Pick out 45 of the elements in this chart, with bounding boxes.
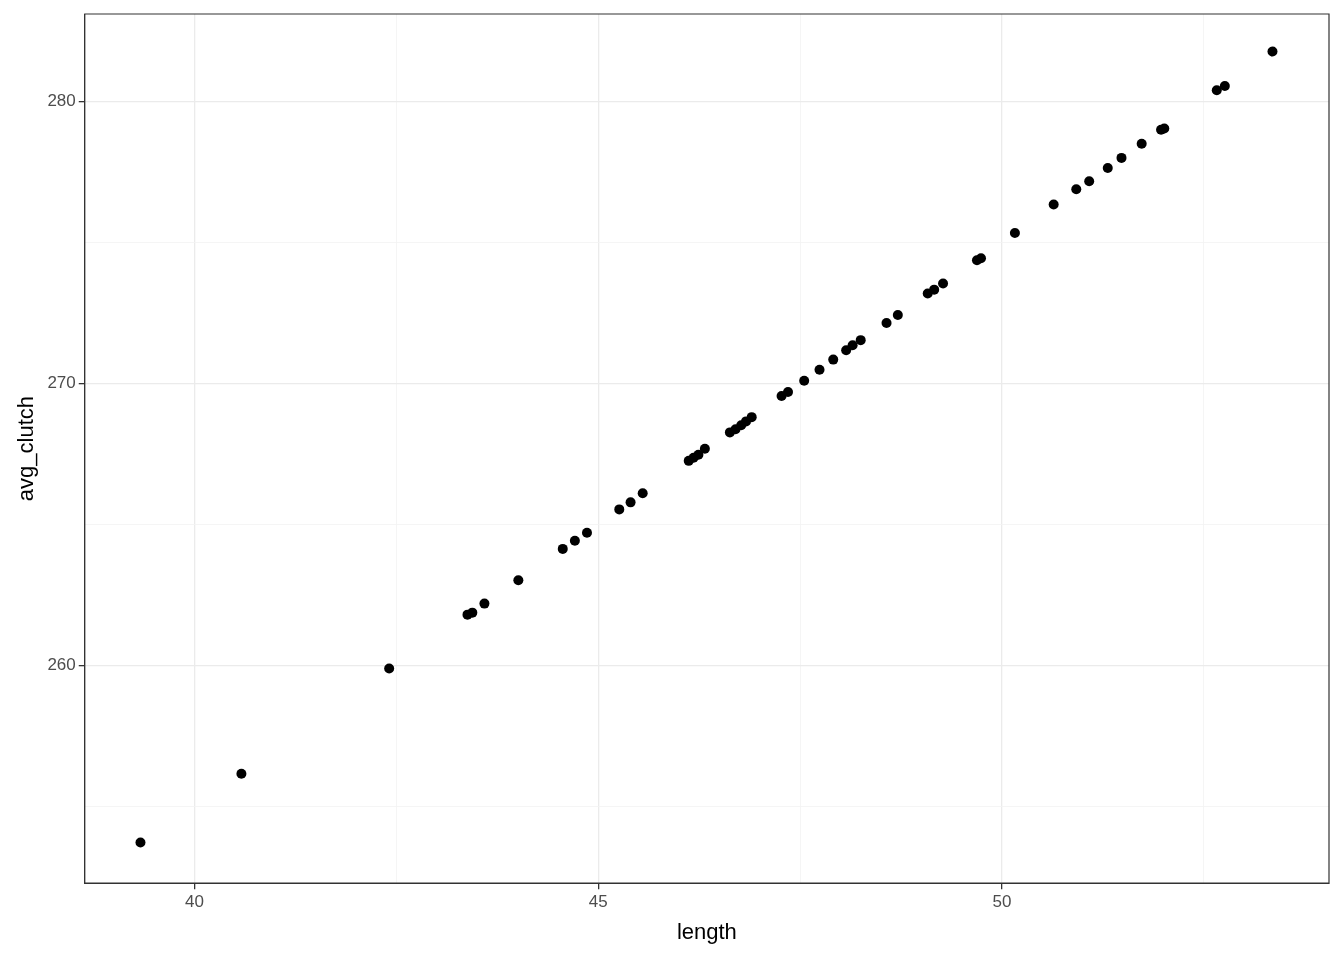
x-tick-label: 45 xyxy=(588,892,608,912)
point xyxy=(783,387,794,398)
point xyxy=(1084,176,1095,187)
point xyxy=(1267,46,1278,57)
point xyxy=(1009,227,1020,238)
point xyxy=(881,317,892,328)
point xyxy=(699,443,710,454)
point xyxy=(746,412,757,423)
point xyxy=(855,335,866,346)
point xyxy=(625,497,636,508)
point xyxy=(479,598,490,609)
point xyxy=(384,663,395,674)
point xyxy=(614,504,625,515)
point xyxy=(693,449,704,460)
point xyxy=(467,607,478,618)
y-axis-title: avg_clutch xyxy=(13,396,39,502)
point xyxy=(938,278,949,289)
y-tick-label: 280 xyxy=(47,90,76,110)
point xyxy=(976,253,986,264)
point xyxy=(569,535,580,546)
point xyxy=(1136,138,1147,149)
point xyxy=(581,527,592,538)
point xyxy=(847,340,858,351)
point xyxy=(637,488,648,499)
point xyxy=(1102,163,1113,174)
point xyxy=(1116,152,1127,163)
point xyxy=(799,375,810,386)
point xyxy=(236,768,247,779)
y-tick-label: 270 xyxy=(47,372,76,392)
point xyxy=(814,364,825,375)
x-tick-label: 50 xyxy=(992,892,1012,912)
point xyxy=(557,543,568,554)
point xyxy=(1048,199,1059,210)
x-axis-title: length xyxy=(676,918,737,944)
point xyxy=(1211,85,1222,96)
point xyxy=(929,284,940,295)
point xyxy=(135,837,146,848)
point xyxy=(892,310,903,321)
x-tick-label: 40 xyxy=(185,892,205,912)
point xyxy=(1071,184,1082,195)
point xyxy=(1219,80,1230,91)
point xyxy=(841,345,852,356)
point xyxy=(513,575,524,586)
point xyxy=(828,354,839,365)
y-tick-label: 260 xyxy=(47,655,76,675)
